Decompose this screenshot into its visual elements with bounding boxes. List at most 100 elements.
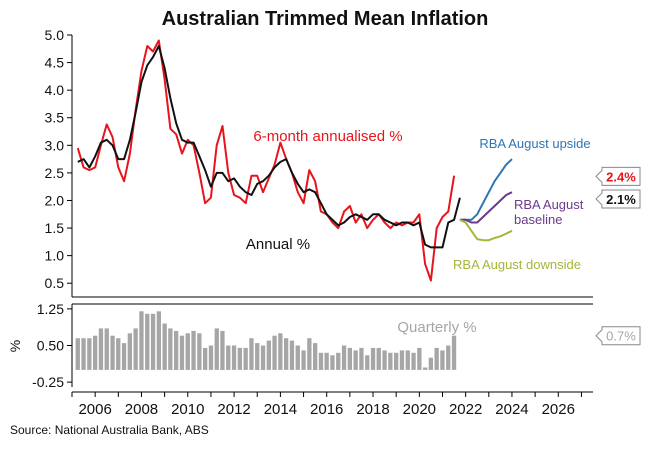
quarterly-bar [266, 340, 271, 370]
bottom-panel: -0.25 0.50 1.25% Quarterly % 0.7% [7, 301, 641, 390]
quarterly-bar [272, 335, 277, 370]
quarterly-bar [347, 347, 352, 370]
quarterly-bar [174, 330, 179, 370]
source-note: Source: National Australia Bank, ABS [10, 423, 209, 437]
rba-baseline-line [459, 191, 513, 224]
end-label-quarterly: 0.7% [606, 329, 636, 344]
bottom-y-tick-label: 1.25 [37, 301, 64, 317]
quarterly-bar [139, 311, 144, 370]
quarterly-bar [295, 345, 300, 370]
quarterly-bar [260, 345, 266, 370]
top-y-tick-label: 1.0 [45, 248, 65, 264]
end-label-quarterly-box [595, 326, 641, 346]
top-y-tick-label: 3.0 [45, 137, 65, 153]
quarterly-bar [434, 347, 439, 370]
quarterly-bar [370, 347, 376, 370]
x-tick-label: 2022 [449, 401, 482, 418]
quarterly-bar [104, 328, 109, 370]
quarterly-bar [341, 345, 347, 370]
bottom-y-tick-label: 0.50 [37, 338, 64, 354]
top-annotation: baseline [514, 212, 562, 227]
quarterly-bar [243, 347, 248, 370]
annual-line [77, 45, 461, 249]
quarterly-bar [121, 343, 127, 370]
quarterly-bar [405, 350, 410, 370]
quarterly-bar [208, 345, 214, 370]
quarterly-bar [226, 345, 231, 370]
bottom-annotation: Quarterly % [397, 319, 476, 336]
quarterly-bar [399, 350, 405, 370]
quarterly-bar [249, 338, 254, 370]
top-y-tick-label: 2.0 [45, 192, 65, 208]
quarterly-bar [301, 350, 306, 370]
top-annotation: Annual % [246, 236, 310, 253]
end-label-annual: 2.1% [606, 192, 636, 207]
quarterly-bar [93, 335, 98, 370]
x-tick-label: 2024 [495, 401, 528, 418]
quarterly-bar [179, 335, 185, 370]
quarterly-bar [191, 330, 196, 370]
quarterly-bar [278, 333, 283, 370]
quarterly-bar [394, 352, 399, 370]
quarterly-bar [168, 328, 173, 370]
quarterly-bar [255, 343, 260, 370]
top-panel: 0.5 1.0 1.5 2.0 2.5 3.0 3.5 4.0 4.5 5.0 6-month an… [45, 27, 641, 298]
end-label-six-month: 2.4% [606, 169, 636, 184]
quarterly-bar [98, 328, 104, 370]
top-y-tick-label: 2.5 [45, 165, 65, 181]
x-axis: 2006 2008 2010 2012 2014 2016 2018 2020 2022 2024… [71, 391, 593, 418]
x-tick-label: 2026 [542, 401, 575, 418]
top-y-tick-label: 5.0 [45, 27, 65, 43]
quarterly-bar [446, 345, 451, 370]
end-label-annual-box [595, 189, 641, 209]
quarterly-bar [330, 355, 335, 370]
quarterly-bar [411, 352, 416, 370]
top-annotation: RBA August [514, 197, 584, 212]
top-annotation: RBA August upside [479, 136, 590, 151]
quarterly-bar [417, 347, 422, 370]
quarterly-bar [145, 313, 150, 370]
quarterly-bar [376, 347, 381, 370]
top-y-tick-label: 4.0 [45, 82, 65, 98]
quarterly-bar [156, 311, 161, 370]
quarterly-bar [284, 338, 289, 370]
quarterly-bar [133, 328, 138, 370]
x-tick-label: 2014 [264, 401, 297, 418]
bottom-y-tick-label: -0.25 [32, 374, 64, 390]
quarterly-bar [81, 338, 86, 370]
quarterly-bar [231, 345, 237, 370]
end-label-six-month-box [595, 166, 641, 186]
quarterly-bar [365, 355, 370, 370]
quarterly-bar [428, 357, 433, 370]
quarterly-bar [388, 352, 393, 370]
quarterly-bar [382, 350, 387, 370]
quarterly-bar [116, 338, 121, 370]
top-y-tick-label: 4.5 [45, 55, 65, 71]
x-tick-label: 2018 [356, 401, 389, 418]
quarterly-bar [289, 340, 295, 370]
x-tick-label: 2020 [403, 401, 436, 418]
quarterly-bar [197, 333, 202, 370]
quarterly-bar [220, 330, 225, 370]
x-tick-label: 2016 [310, 401, 343, 418]
rba-upside-line [459, 158, 513, 221]
chart-title: Australian Trimmed Mean Inflation [161, 8, 489, 30]
top-y-tick-label: 3.5 [45, 110, 65, 126]
six-month-annualised-line [76, 39, 456, 282]
top-annotation: 6-month annualised % [253, 128, 402, 145]
quarterly-bar [336, 352, 341, 370]
quarterly-bar [110, 335, 115, 370]
quarterly-bar [318, 352, 324, 370]
top-annotation: RBA August downside [453, 257, 581, 272]
x-tick-label: 2006 [78, 401, 111, 418]
top-y-tick-label: 0.5 [45, 275, 65, 291]
bottom-y-axis-label: % [7, 340, 23, 352]
top-y-tick-label: 1.5 [45, 220, 65, 236]
quarterly-bar [237, 347, 242, 370]
quarterly-bar [203, 347, 208, 370]
quarterly-bar [353, 350, 358, 370]
x-tick-label: 2010 [171, 401, 204, 418]
quarterly-bar [87, 338, 92, 370]
